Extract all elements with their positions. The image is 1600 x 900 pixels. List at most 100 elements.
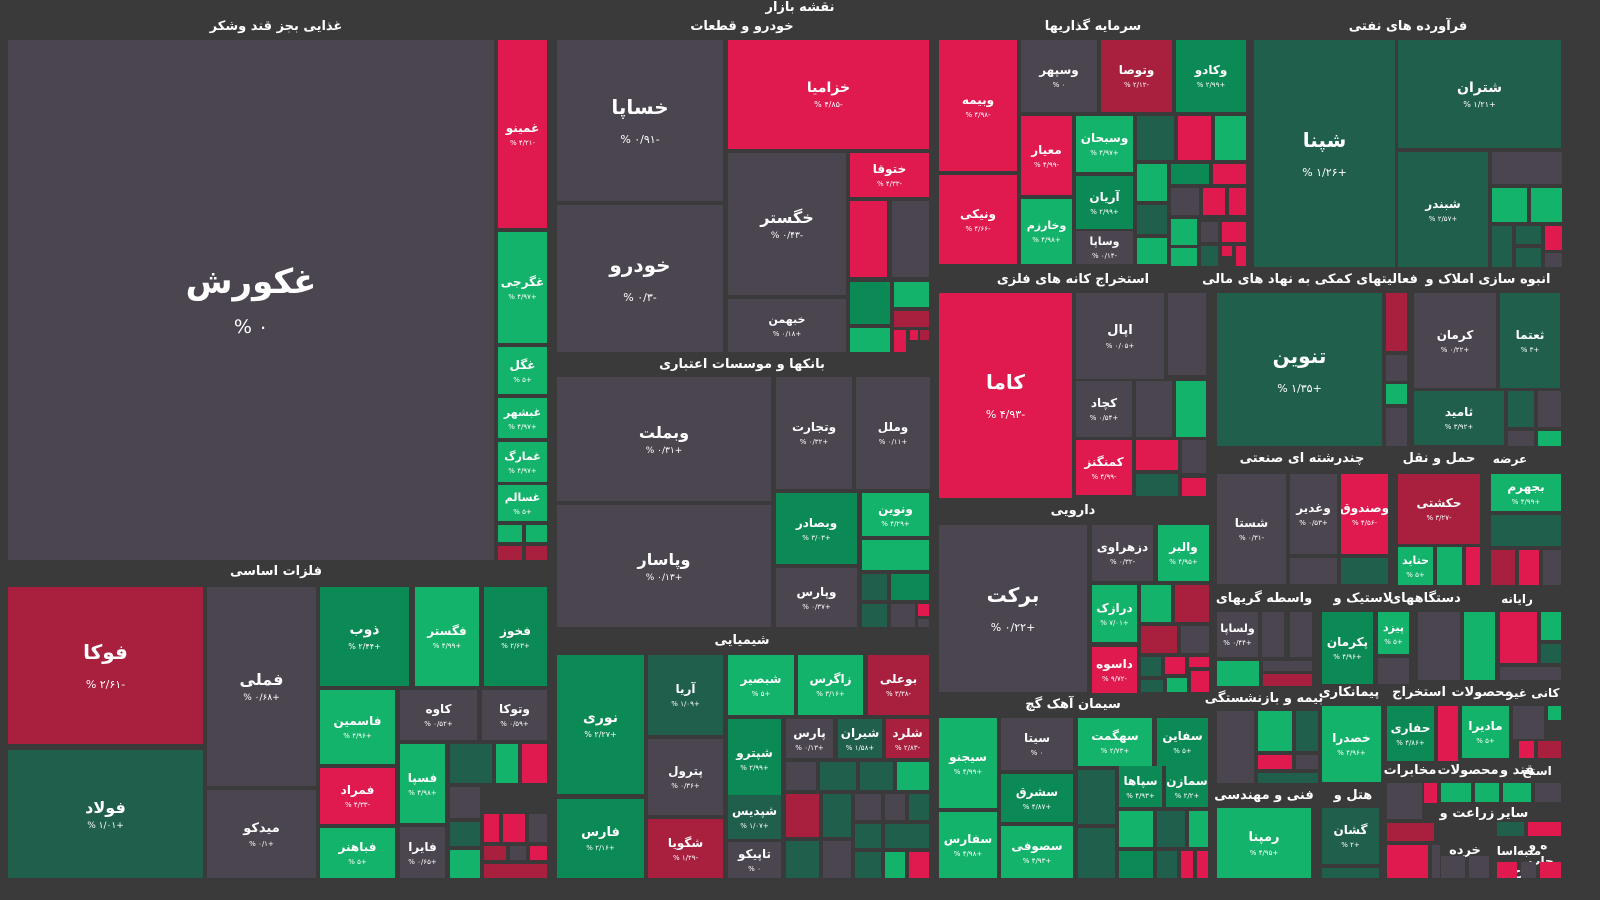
stock-tile[interactable]: آریا +۱/۰۹ % bbox=[648, 655, 723, 735]
stock-tile[interactable] bbox=[1424, 783, 1437, 803]
stock-tile[interactable]: بجهرم +۴/۹۹ % bbox=[1491, 474, 1561, 511]
stock-tile[interactable]: غگل +۵ % bbox=[498, 347, 547, 394]
stock-tile[interactable] bbox=[450, 744, 492, 783]
stock-tile[interactable] bbox=[1137, 238, 1167, 264]
stock-tile[interactable] bbox=[1141, 626, 1177, 653]
stock-tile[interactable] bbox=[1182, 478, 1206, 496]
stock-tile[interactable]: گشان +۲ % bbox=[1322, 808, 1379, 864]
stock-tile[interactable] bbox=[1531, 188, 1562, 222]
stock-tile[interactable] bbox=[510, 846, 526, 860]
stock-tile[interactable]: شپترو +۲/۹۹ % bbox=[728, 719, 781, 799]
stock-tile[interactable]: حکشتی -۳/۲۷ % bbox=[1398, 474, 1480, 544]
stock-tile[interactable] bbox=[1500, 667, 1561, 680]
stock-tile[interactable] bbox=[910, 330, 918, 340]
stock-tile[interactable] bbox=[1464, 612, 1495, 680]
stock-tile[interactable] bbox=[918, 619, 929, 627]
stock-tile[interactable] bbox=[862, 574, 887, 600]
stock-tile[interactable]: خصدرا +۴/۹۶ % bbox=[1322, 706, 1381, 782]
stock-tile[interactable] bbox=[1538, 741, 1561, 758]
stock-tile[interactable] bbox=[1296, 755, 1318, 769]
stock-tile[interactable]: وپاسار +۰/۱۳ % bbox=[557, 505, 771, 627]
stock-tile[interactable] bbox=[1078, 828, 1115, 878]
stock-tile[interactable]: کمنگنز -۴/۹۹ % bbox=[1076, 440, 1132, 495]
stock-tile[interactable]: شبندر +۲/۵۷ % bbox=[1398, 152, 1488, 267]
stock-tile[interactable]: بوعلی -۳/۳۸ % bbox=[868, 655, 929, 715]
stock-tile[interactable] bbox=[1181, 626, 1209, 653]
stock-tile[interactable] bbox=[892, 201, 929, 277]
stock-tile[interactable] bbox=[484, 864, 547, 878]
stock-tile[interactable]: وخارزم +۴/۹۸ % bbox=[1021, 199, 1072, 264]
stock-tile[interactable] bbox=[1136, 381, 1172, 437]
stock-tile[interactable]: وبملت +۰/۳۱ % bbox=[557, 377, 771, 501]
stock-tile[interactable] bbox=[1492, 152, 1562, 184]
stock-tile[interactable] bbox=[1540, 862, 1561, 878]
stock-tile[interactable] bbox=[1386, 384, 1407, 404]
stock-tile[interactable]: وپارس +۰/۳۷ % bbox=[776, 568, 857, 627]
stock-tile[interactable] bbox=[1263, 674, 1312, 686]
stock-tile[interactable] bbox=[1386, 293, 1407, 351]
stock-tile[interactable] bbox=[1538, 431, 1561, 446]
stock-tile[interactable]: وبصادر +۳/۰۳ % bbox=[776, 493, 857, 564]
stock-tile[interactable] bbox=[1548, 706, 1561, 720]
stock-tile[interactable]: زاگرس +۳/۱۶ % bbox=[798, 655, 863, 715]
stock-tile[interactable]: وسپهر ۰ % bbox=[1021, 40, 1097, 112]
stock-tile[interactable] bbox=[498, 525, 522, 542]
stock-tile[interactable]: سفاین +۵ % bbox=[1157, 718, 1208, 766]
stock-tile[interactable]: ولساپا +۰/۴۴ % bbox=[1217, 612, 1258, 657]
stock-tile[interactable]: کاوه +۰/۵۲ % bbox=[400, 690, 477, 740]
stock-tile[interactable] bbox=[1378, 658, 1409, 684]
stock-tile[interactable] bbox=[891, 604, 915, 627]
stock-tile[interactable]: فاسمین +۴/۹۶ % bbox=[320, 690, 395, 764]
stock-tile[interactable]: رمپنا +۴/۹۵ % bbox=[1217, 808, 1311, 878]
stock-tile[interactable]: کرمان +۰/۲۲ % bbox=[1414, 293, 1496, 388]
stock-tile[interactable] bbox=[1078, 770, 1115, 824]
stock-tile[interactable] bbox=[1229, 188, 1246, 215]
stock-tile[interactable] bbox=[1545, 253, 1562, 267]
stock-tile[interactable] bbox=[786, 762, 816, 790]
stock-tile[interactable] bbox=[1322, 868, 1379, 878]
stock-tile[interactable] bbox=[450, 822, 480, 846]
stock-tile[interactable] bbox=[1171, 164, 1209, 184]
stock-tile[interactable] bbox=[850, 201, 887, 277]
stock-tile[interactable]: سیتا ۰ % bbox=[1001, 718, 1073, 770]
stock-tile[interactable] bbox=[1418, 612, 1460, 680]
stock-tile[interactable] bbox=[894, 311, 929, 327]
stock-tile[interactable]: پکرمان +۴/۹۶ % bbox=[1322, 612, 1373, 684]
stock-tile[interactable] bbox=[1136, 440, 1178, 470]
stock-tile[interactable] bbox=[1171, 188, 1199, 215]
stock-tile[interactable] bbox=[1437, 547, 1462, 585]
stock-tile[interactable] bbox=[862, 604, 887, 627]
stock-tile[interactable]: وتوصا -۲/۱۲ % bbox=[1101, 40, 1172, 112]
stock-tile[interactable] bbox=[484, 846, 506, 860]
stock-tile[interactable]: معیار -۴/۹۹ % bbox=[1021, 116, 1072, 195]
stock-tile[interactable] bbox=[1157, 811, 1185, 847]
stock-tile[interactable]: ثامید +۳/۹۲ % bbox=[1414, 391, 1504, 445]
stock-tile[interactable] bbox=[885, 794, 905, 820]
stock-tile[interactable] bbox=[1189, 811, 1208, 847]
stock-tile[interactable] bbox=[1215, 116, 1246, 160]
stock-tile[interactable] bbox=[526, 525, 547, 542]
stock-tile[interactable]: ثعتما +۳ % bbox=[1500, 293, 1560, 388]
stock-tile[interactable] bbox=[522, 744, 547, 783]
stock-tile[interactable]: خبهمن +۰/۱۸ % bbox=[728, 299, 846, 352]
stock-tile[interactable] bbox=[1441, 856, 1465, 878]
stock-tile[interactable]: پترول +۰/۳۶ % bbox=[648, 739, 723, 815]
stock-tile[interactable] bbox=[1469, 856, 1489, 878]
stock-tile[interactable] bbox=[1492, 188, 1527, 222]
stock-tile[interactable] bbox=[1387, 783, 1422, 819]
stock-tile[interactable]: تاپیکو ۰ % bbox=[728, 842, 781, 878]
stock-tile[interactable]: نوری +۲/۲۷ % bbox=[557, 655, 644, 794]
stock-tile[interactable]: غکورش ۰ % bbox=[8, 40, 494, 560]
stock-tile[interactable]: سیجنو +۴/۹۹ % bbox=[939, 718, 997, 808]
stock-tile[interactable]: سشرق +۴/۸۷ % bbox=[1001, 774, 1073, 822]
stock-tile[interactable]: سپاها +۴/۹۳ % bbox=[1119, 766, 1162, 807]
stock-tile[interactable]: کاما -۴/۹۳ % bbox=[939, 293, 1072, 498]
stock-tile[interactable] bbox=[1263, 661, 1312, 671]
stock-tile[interactable]: میدکو +۰/۱ % bbox=[207, 790, 316, 878]
stock-tile[interactable]: برکت +۰/۲۲ % bbox=[939, 525, 1087, 692]
stock-tile[interactable]: خساپا -۰/۹۱ % bbox=[557, 40, 723, 201]
stock-tile[interactable] bbox=[1176, 381, 1206, 437]
stock-tile[interactable]: فارس +۲/۱۶ % bbox=[557, 799, 644, 878]
stock-tile[interactable] bbox=[909, 794, 929, 820]
stock-tile[interactable]: وکادو +۲/۹۹ % bbox=[1176, 40, 1246, 112]
